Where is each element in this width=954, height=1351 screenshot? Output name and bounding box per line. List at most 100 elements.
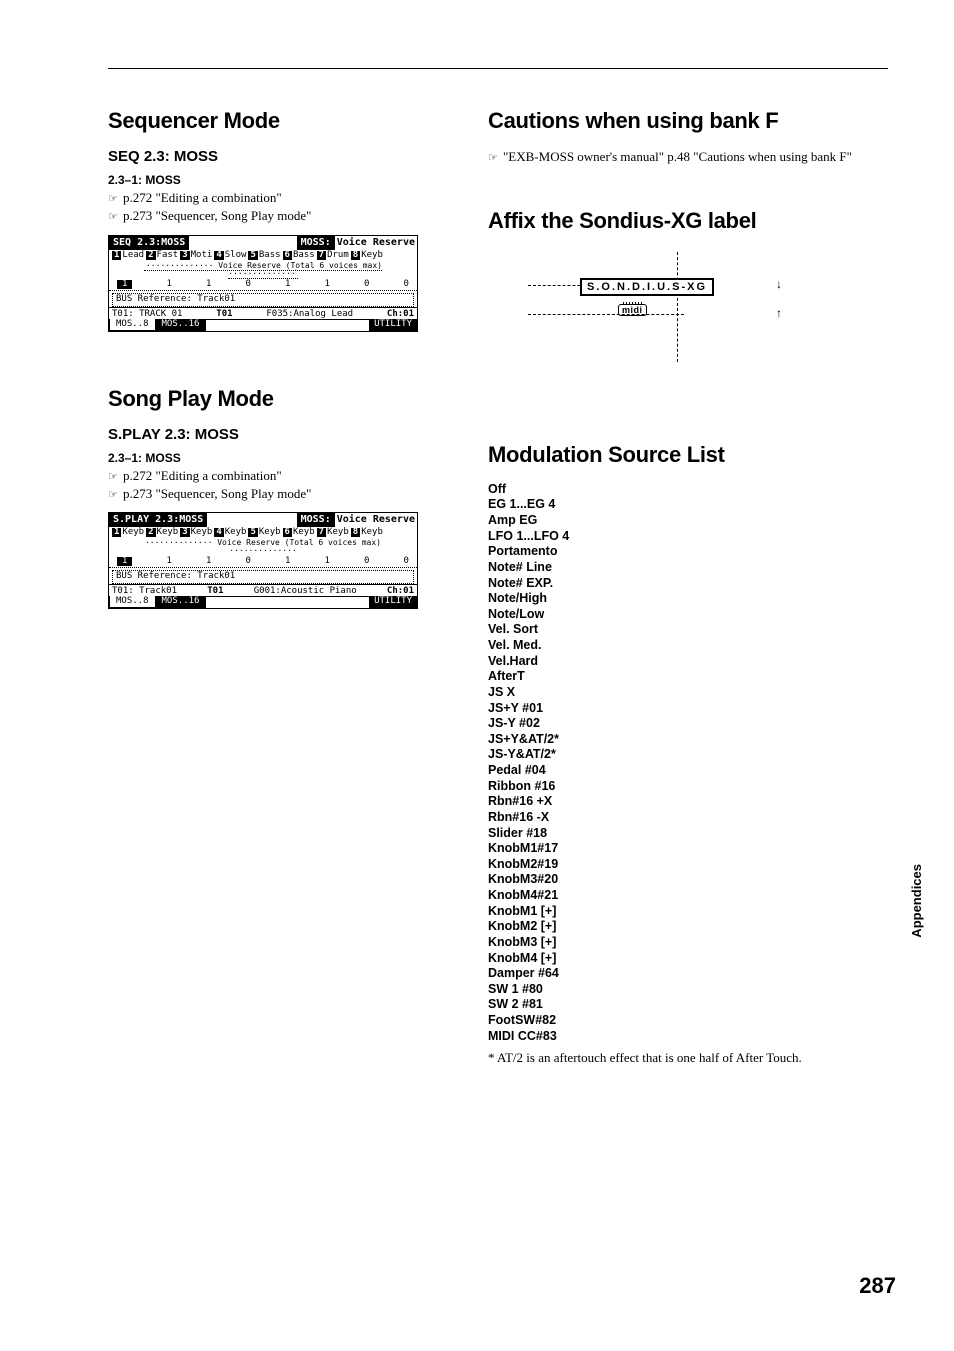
lcd-track-right: F035:Analog Lead bbox=[266, 310, 353, 319]
page-number: 287 bbox=[859, 1273, 896, 1299]
lcd-title-right1: MOSS: bbox=[297, 513, 335, 527]
lcd-val: 1 bbox=[167, 557, 172, 566]
mod-item: JS-Y&AT/2* bbox=[488, 747, 860, 763]
song-play-mode-section: Song Play Mode S.PLAY 2.3: MOSS 2.3–1: M… bbox=[108, 386, 418, 610]
mod-item: AfterT bbox=[488, 669, 860, 685]
lcd-frame: SEQ 2.3:MOSS MOSS:Voice Reserve 1Lead2Fa… bbox=[108, 235, 418, 332]
mod-item: Note/Low bbox=[488, 607, 860, 623]
mod-item: SW 1 #80 bbox=[488, 982, 860, 998]
lcd-track-left: T01: TRACK 01 bbox=[112, 310, 182, 319]
mod-item: MIDI CC#83 bbox=[488, 1029, 860, 1045]
lcd-title-left: SEQ 2.3:MOSS bbox=[109, 236, 189, 250]
song-param-heading: 2.3–1: MOSS bbox=[108, 451, 418, 465]
lcd-title-right2: Voice Reserve bbox=[335, 513, 417, 527]
midi-logo: midi bbox=[618, 304, 647, 316]
hand-icon: ☞ bbox=[108, 488, 123, 503]
lcd-val: 1 bbox=[117, 557, 132, 566]
mod-item: Slider #18 bbox=[488, 826, 860, 842]
mod-item: KnobM2 [+] bbox=[488, 919, 860, 935]
dashed-vline bbox=[677, 252, 678, 362]
lcd-val: 0 bbox=[404, 557, 409, 566]
lcd-cat-label: Keyb bbox=[157, 528, 179, 537]
lcd-categories: 1Lead2Fast3Moti4Slow5Bass6Bass7Drum8Keyb bbox=[109, 250, 417, 260]
lcd-cat-num: 4 bbox=[214, 251, 223, 260]
lcd-cat-label: Bass bbox=[293, 251, 315, 260]
lcd-values: 11101100 bbox=[109, 557, 417, 568]
lcd-utility-tab: UTILITY bbox=[369, 319, 417, 331]
lcd-cat-label: Keyb bbox=[361, 251, 383, 260]
mod-item: Note# EXP. bbox=[488, 576, 860, 592]
lcd-track-mid: T01 bbox=[207, 587, 223, 596]
song-lcd: S.PLAY 2.3:MOSS MOSS:Voice Reserve 1 Keyb… bbox=[108, 512, 418, 609]
hand-icon: ☞ bbox=[488, 151, 503, 166]
lcd-cat-label: Keyb bbox=[361, 528, 383, 537]
lcd-cat-num: 8 bbox=[351, 251, 360, 260]
lcd-tab-mos16: MOS..16 bbox=[155, 596, 207, 608]
lcd-bus-ref: BUS Reference: Track01 bbox=[112, 293, 414, 307]
mod-item: Note# Line bbox=[488, 560, 860, 576]
lcd-val: 1 bbox=[117, 280, 132, 289]
lcd-cat-num: 1 bbox=[112, 251, 121, 260]
mod-item: Portamento bbox=[488, 544, 860, 560]
side-tab-appendices: Appendices bbox=[909, 864, 924, 938]
lcd-val: 1 bbox=[206, 557, 211, 566]
horizontal-rule bbox=[108, 68, 888, 69]
mod-item: JS+Y&AT/2* bbox=[488, 732, 860, 748]
dashed-hline-lower bbox=[528, 314, 684, 315]
lcd-values: 11101100 bbox=[109, 280, 417, 291]
cautions-ref: ☞"EXB-MOSS owner's manual" p.48 "Caution… bbox=[488, 148, 860, 166]
lcd-cat-label: Bass bbox=[259, 251, 281, 260]
lcd-val: 1 bbox=[167, 280, 172, 289]
lcd-val: 0 bbox=[246, 557, 251, 566]
mod-item: KnobM3 [+] bbox=[488, 935, 860, 951]
lcd-val: 0 bbox=[246, 280, 251, 289]
mod-item: Amp EG bbox=[488, 513, 860, 529]
sondius-diagram: S.O.N.D.I.U.S-XG midi ↓ ↑ bbox=[528, 252, 778, 362]
mod-item: KnobM1 [+] bbox=[488, 904, 860, 920]
lcd-channel: Ch:01 bbox=[387, 587, 414, 596]
lcd-cat-label: Keyb bbox=[293, 528, 315, 537]
lcd-cat-num: 7 bbox=[317, 528, 326, 537]
cautions-heading: Cautions when using bank F bbox=[488, 108, 860, 134]
mod-item: Rbn#16 +X bbox=[488, 794, 860, 810]
lcd-cat-num: 3 bbox=[180, 251, 189, 260]
song-subheading: S.PLAY 2.3: MOSS bbox=[108, 426, 418, 443]
lcd-title-bar: S.PLAY 2.3:MOSS MOSS:Voice Reserve bbox=[109, 513, 417, 527]
mod-item: SW 2 #81 bbox=[488, 997, 860, 1013]
mod-item: LFO 1...LFO 4 bbox=[488, 529, 860, 545]
lcd-title-bar: SEQ 2.3:MOSS MOSS:Voice Reserve bbox=[109, 236, 417, 250]
hand-icon: ☞ bbox=[108, 192, 123, 207]
mod-item: Rbn#16 -X bbox=[488, 810, 860, 826]
lcd-val: 1 bbox=[285, 557, 290, 566]
mod-item: Note/High bbox=[488, 591, 860, 607]
lcd-cat-num: 6 bbox=[283, 251, 292, 260]
seq-heading: Sequencer Mode bbox=[108, 108, 418, 134]
lcd-frame: S.PLAY 2.3:MOSS MOSS:Voice Reserve 1 Keyb… bbox=[108, 512, 418, 609]
lcd-tab-mos8: MOS..8 bbox=[109, 319, 156, 331]
mod-footnote: * AT/2 is an aftertouch effect that is o… bbox=[488, 1050, 860, 1067]
mod-item: JS X bbox=[488, 685, 860, 701]
lcd-val: 0 bbox=[364, 280, 369, 289]
lcd-cat-num: 3 bbox=[180, 528, 189, 537]
mod-item: KnobM4 [+] bbox=[488, 951, 860, 967]
lcd-bus-ref: BUS Reference: Track01 bbox=[112, 570, 414, 584]
lcd-tab-mos16: MOS..16 bbox=[155, 319, 207, 331]
lcd-cat-label: Drum bbox=[327, 251, 349, 260]
sondius-logo: S.O.N.D.I.U.S-XG bbox=[580, 278, 714, 296]
lcd-track-left: T01: Track01 bbox=[112, 587, 177, 596]
seq-subheading: SEQ 2.3: MOSS bbox=[108, 148, 418, 165]
right-column: Cautions when using bank F ☞"EXB-MOSS ow… bbox=[488, 108, 860, 1080]
lcd-track: T01: Track01 T01 G001:Acoustic Piano Ch:… bbox=[109, 584, 417, 596]
lcd-val: 0 bbox=[404, 280, 409, 289]
lcd-cat-num: 8 bbox=[351, 528, 360, 537]
lcd-cat-label: Lead bbox=[122, 251, 144, 260]
left-column: Sequencer Mode SEQ 2.3: MOSS 2.3–1: MOSS… bbox=[108, 108, 418, 609]
lcd-cat-num: 5 bbox=[248, 528, 257, 537]
lcd-cat-num: 1 bbox=[112, 528, 121, 537]
lcd-categories: 1Keyb2Keyb3Keyb4Keyb5Keyb6Keyb7Keyb8Keyb bbox=[109, 527, 417, 537]
lcd-val: 0 bbox=[364, 557, 369, 566]
mod-item: KnobM4#21 bbox=[488, 888, 860, 904]
lcd-track-mid: T01 bbox=[216, 310, 232, 319]
mod-item: EG 1...EG 4 bbox=[488, 497, 860, 513]
lcd-cat-num: 7 bbox=[317, 251, 326, 260]
